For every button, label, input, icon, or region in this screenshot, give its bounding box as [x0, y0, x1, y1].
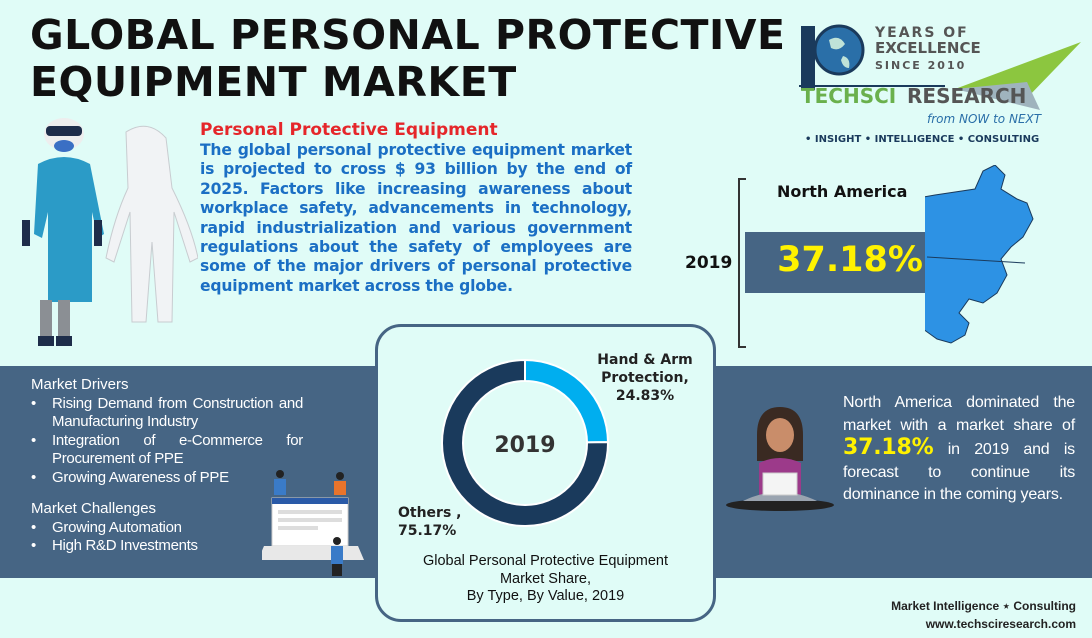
challenges-heading: Market Challenges	[31, 500, 157, 517]
intro-heading: Personal Protective Equipment	[200, 120, 498, 140]
svg-text:from NOW to NEXT: from NOW to NEXT	[927, 112, 1043, 126]
svg-text:• INSIGHT • INTELLIGENCE • C: • INSIGHT • INTELLIGENCE • CONSULTING	[805, 134, 1039, 145]
drivers-challenges: Market Drivers Rising Demand from Constr…	[31, 376, 303, 556]
region-year: 2019	[685, 253, 733, 273]
intro-body: The global personal protective equipment…	[200, 141, 632, 295]
challenge-item: Growing Automation	[31, 519, 303, 538]
svg-text:TECHSCI: TECHSCI	[801, 84, 896, 108]
laptop-people-illustration	[262, 470, 364, 576]
driver-item: Growing Awareness of PPE	[31, 469, 303, 488]
woman-laptop-illustration	[726, 407, 834, 511]
donut-chart	[441, 358, 610, 527]
drivers-heading: Market Drivers	[31, 376, 129, 393]
website-link[interactable]: www.techsciresearch.com	[925, 617, 1076, 631]
region-share-value: 37.18%	[777, 240, 923, 280]
summary-text: North America dominated the market with …	[843, 394, 1075, 503]
chart-title: Global Personal Protective Equipment Mar…	[422, 553, 669, 604]
svg-text:SINCE 2010: SINCE 2010	[875, 59, 966, 72]
svg-text:RESEARCH: RESEARCH	[907, 84, 1026, 108]
intro-section: Personal Protective Equipment The global…	[200, 120, 632, 296]
ppe-suits-illustration	[22, 118, 198, 346]
driver-item: Rising Demand from Construction and Manu…	[31, 395, 303, 432]
challenge-item: High R&D Investments	[31, 537, 303, 556]
summary-highlight: 37.18%	[843, 435, 934, 460]
donut-center-label: 2019	[494, 433, 556, 458]
svg-text:YEARS OF: YEARS OF	[874, 25, 969, 41]
footer: Market Intelligence ⋆ Consulting www.tec…	[891, 599, 1076, 631]
north-america-map	[925, 165, 1034, 344]
data-label-hand-arm: Hand & Arm Protection, 24.83%	[597, 352, 693, 404]
region-name: North America	[777, 182, 908, 201]
data-label-others: Others , 75.17%	[398, 505, 462, 539]
svg-text:EXCELLENCE: EXCELLENCE	[875, 39, 981, 57]
donut-slice-others	[441, 358, 609, 527]
techsci-logo: YEARS OF EXCELLENCE SINCE 2010 TECHSCI R…	[799, 24, 1081, 145]
page-title: GLOBAL PERSONAL PROTECTIVE EQUIPMENT MAR…	[30, 11, 786, 106]
driver-item: Integration of e-Commerce for Procuremen…	[31, 432, 303, 469]
bracket-divider	[738, 178, 746, 348]
